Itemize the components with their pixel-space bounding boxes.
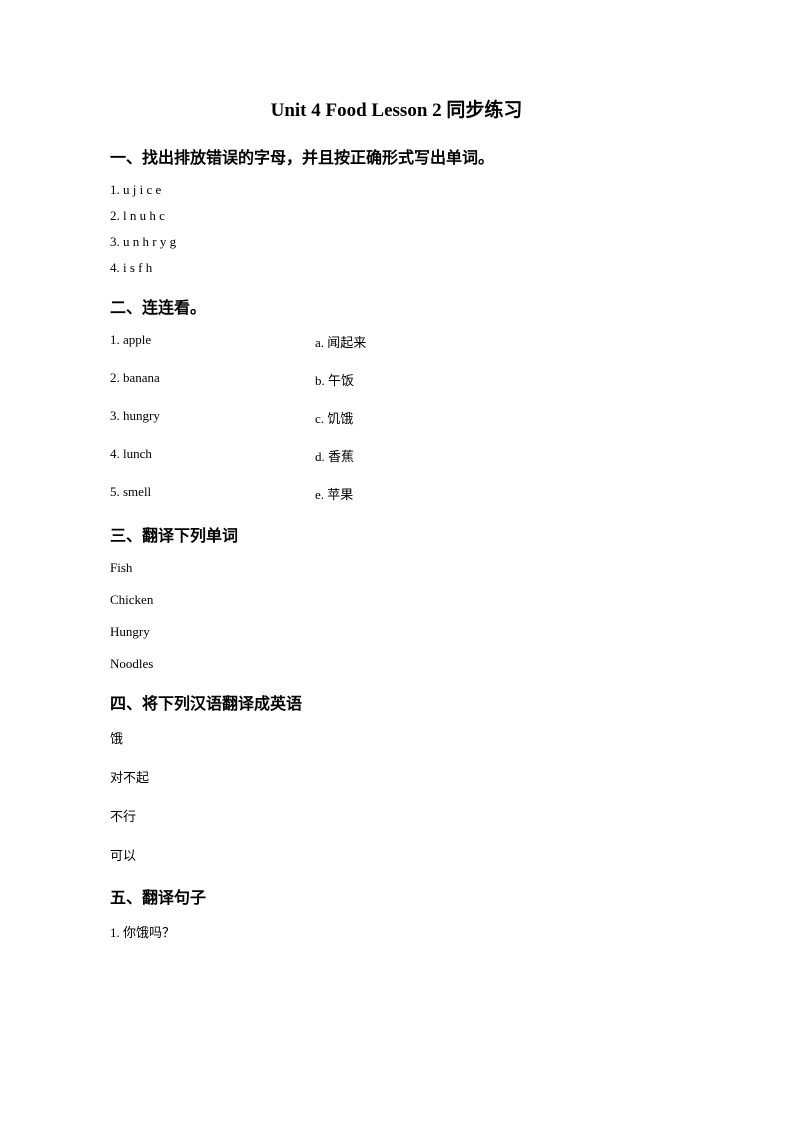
match-row: 1. apple a. 闻起来 [110,332,683,351]
page-title: Unit 4 Food Lesson 2 同步练习 [110,95,683,122]
section3-item: Hungry [110,624,683,640]
match-row: 2. banana b. 午饭 [110,370,683,389]
match-right: a. 闻起来 [315,332,683,351]
section1-item: 3. u n h r y g [110,234,683,250]
section4-item: 可以 [110,845,683,864]
section5-item: 1. 你饿吗？ [110,922,683,941]
match-left: 5. smell [110,484,315,503]
match-left: 4. lunch [110,446,315,465]
match-left: 3. hungry [110,408,315,427]
match-row: 5. smell e. 苹果 [110,484,683,503]
section1-item: 4. i s f h [110,260,683,276]
section3-item: Noodles [110,656,683,672]
section4-item: 饿 [110,728,683,747]
section3-item: Chicken [110,592,683,608]
match-row: 3. hungry c. 饥饿 [110,408,683,427]
match-right: b. 午饭 [315,370,683,389]
section4-item: 不行 [110,806,683,825]
match-right: d. 香蕉 [315,446,683,465]
section4-item: 对不起 [110,767,683,786]
match-left: 1. apple [110,332,315,351]
section3-item: Fish [110,560,683,576]
section4-header: 四、将下列汉语翻译成英语 [110,690,683,714]
section1-item: 2. l n u h c [110,208,683,224]
match-right: c. 饥饿 [315,408,683,427]
match-right: e. 苹果 [315,484,683,503]
section1-header: 一、找出排放错误的字母，并且按正确形式写出单词。 [110,144,683,168]
section5-header: 五、翻译句子 [110,884,683,908]
match-left: 2. banana [110,370,315,389]
section2-header: 二、连连看。 [110,294,683,318]
match-row: 4. lunch d. 香蕉 [110,446,683,465]
section1-item: 1. u j i c e [110,182,683,198]
section3-header: 三、翻译下列单词 [110,522,683,546]
